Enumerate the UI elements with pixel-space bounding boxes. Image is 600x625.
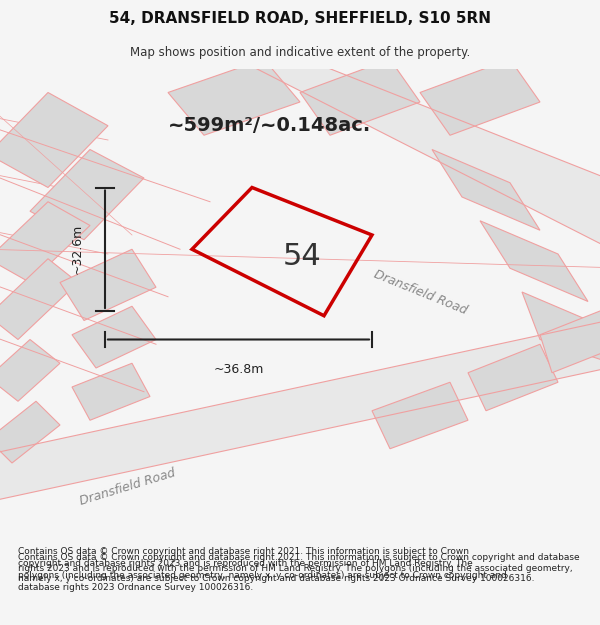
Text: ~32.6m: ~32.6m — [71, 224, 84, 274]
Polygon shape — [300, 59, 420, 135]
Polygon shape — [0, 202, 90, 282]
Polygon shape — [0, 92, 108, 188]
Text: Dransfield Road: Dransfield Road — [372, 268, 469, 317]
Polygon shape — [468, 344, 558, 411]
Polygon shape — [540, 306, 600, 372]
Text: Contains OS data © Crown copyright and database right 2021. This information is : Contains OS data © Crown copyright and d… — [18, 548, 507, 592]
Polygon shape — [372, 382, 468, 449]
Text: 54: 54 — [283, 242, 322, 271]
Polygon shape — [60, 249, 156, 321]
Text: Contains OS data © Crown copyright and database right 2021. This information is : Contains OS data © Crown copyright and d… — [18, 553, 580, 583]
Text: ~599m²/~0.148ac.: ~599m²/~0.148ac. — [168, 116, 371, 135]
Polygon shape — [0, 259, 78, 339]
Polygon shape — [72, 306, 156, 368]
Polygon shape — [30, 149, 144, 240]
Polygon shape — [0, 401, 60, 463]
Polygon shape — [432, 149, 540, 230]
Text: Dransfield Road: Dransfield Road — [78, 466, 177, 508]
Text: Map shows position and indicative extent of the property.: Map shows position and indicative extent… — [130, 46, 470, 59]
Polygon shape — [210, 45, 600, 259]
Polygon shape — [0, 316, 600, 506]
Polygon shape — [0, 339, 60, 401]
Polygon shape — [168, 59, 300, 135]
Text: ~36.8m: ~36.8m — [214, 363, 263, 376]
Polygon shape — [522, 292, 600, 363]
Polygon shape — [480, 221, 588, 301]
Polygon shape — [420, 59, 540, 135]
Polygon shape — [72, 363, 150, 420]
Text: 54, DRANSFIELD ROAD, SHEFFIELD, S10 5RN: 54, DRANSFIELD ROAD, SHEFFIELD, S10 5RN — [109, 11, 491, 26]
